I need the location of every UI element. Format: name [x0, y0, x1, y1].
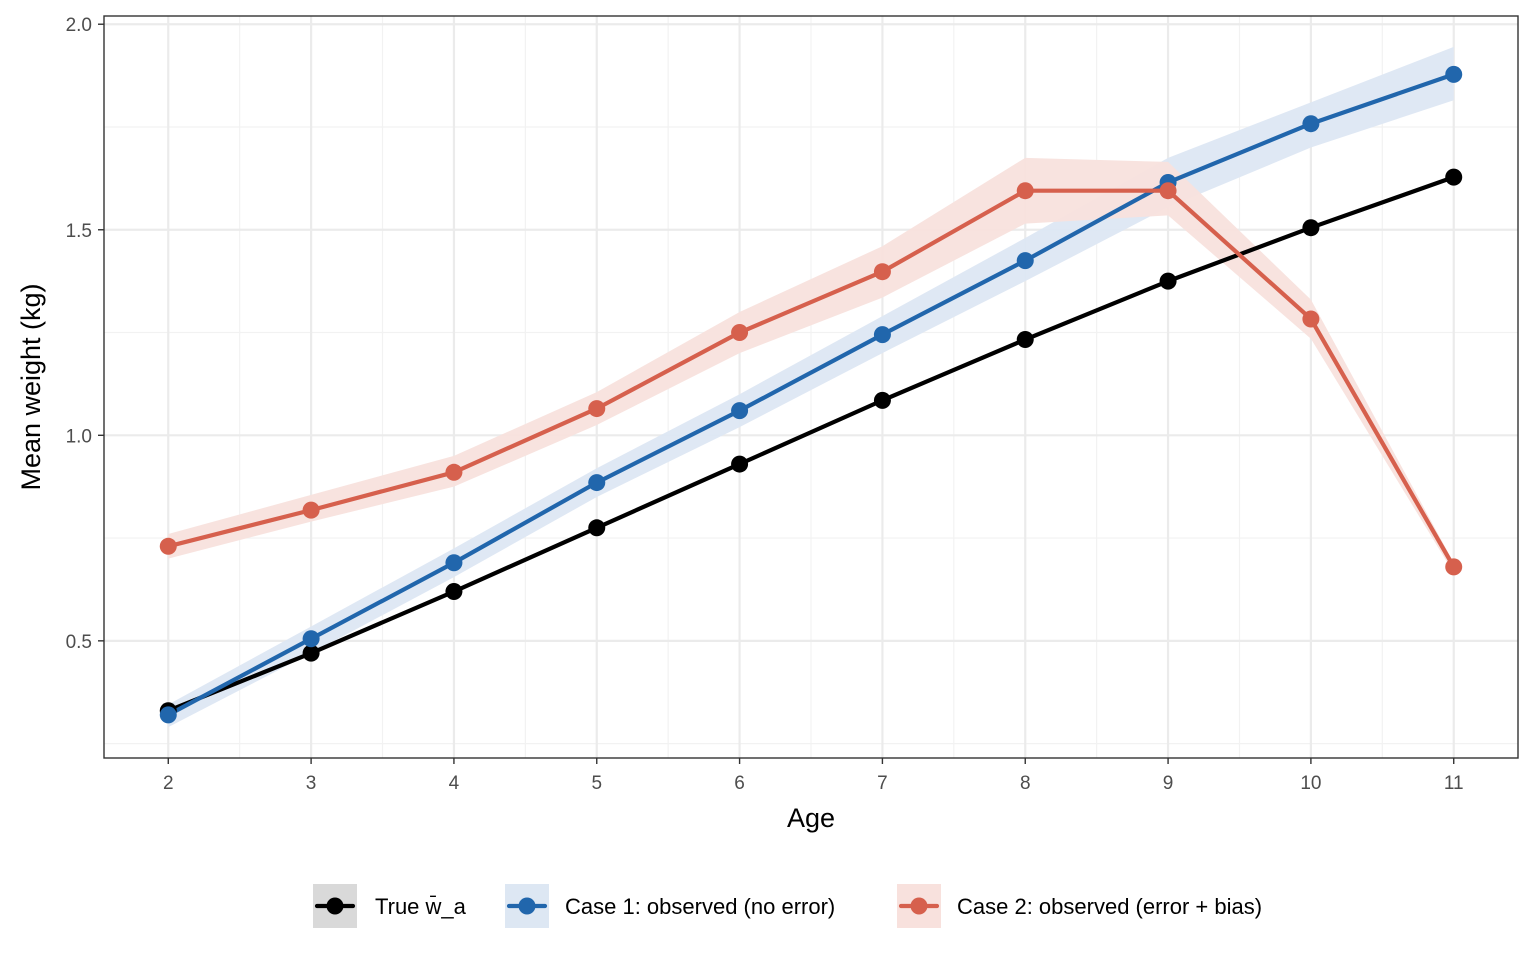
x-tick-label: 7 [877, 773, 888, 794]
x-axis-title: Age [787, 803, 835, 833]
grid-minor [104, 16, 1518, 758]
panel-border [103, 15, 1519, 759]
series-lines [166, 72, 1456, 717]
x-tick-label: 10 [1300, 773, 1321, 794]
series-2-point [159, 706, 177, 724]
series-2-point [1302, 115, 1320, 133]
x-tick-label: 4 [449, 773, 460, 794]
series-2-point [1445, 65, 1463, 83]
series-2-point [445, 554, 463, 572]
legend-label-2: Case 1: observed (no error) [565, 894, 835, 919]
legend-label-1: True w̄_a [375, 894, 467, 919]
y-tick-label: 2.0 [66, 15, 92, 36]
series-3-point [588, 400, 606, 418]
series-2-point [588, 474, 606, 492]
series-3-point [1445, 558, 1463, 576]
y-tick-label: 0.5 [66, 632, 92, 653]
x-tick-label: 3 [306, 773, 317, 794]
series-2-point [302, 630, 320, 648]
legend-key-case-1-observed-no-error-point [518, 897, 536, 915]
series-2-point [1016, 252, 1034, 270]
x-axis-ticks: 2 3 4 5 6 7 8 9 10 11 [163, 758, 1464, 794]
series-1-point [731, 455, 749, 473]
legend-label-3: Case 2: observed (error + bias) [957, 894, 1262, 919]
legend-key-case-2-observed-error-bias-point [910, 897, 928, 915]
series-1-point [1159, 272, 1177, 290]
series-3-band [168, 157, 1454, 574]
series-3-point [1302, 310, 1320, 328]
x-tick-label: 6 [734, 773, 745, 794]
confidence-bands [168, 46, 1454, 728]
series-2-line [166, 72, 1456, 717]
series-3-point [445, 463, 463, 481]
x-tick-label: 11 [1444, 773, 1464, 794]
series-3-line [166, 188, 1456, 569]
legend-key-true-w-a-point [326, 897, 344, 915]
series-3-point [1016, 182, 1034, 200]
series-1-point [588, 519, 606, 537]
x-tick-label: 8 [1020, 773, 1031, 794]
series-1-point [445, 583, 463, 601]
series-3-point [731, 324, 749, 342]
x-tick-label: 9 [1163, 773, 1174, 794]
y-tick-label: 1.0 [66, 426, 92, 447]
x-tick-label: 2 [163, 773, 174, 794]
series-points [159, 65, 1463, 724]
series-3-point [873, 263, 891, 281]
y-axis-title: Mean weight (kg) [16, 283, 46, 490]
series-2-point [873, 326, 891, 344]
series-1-point [1445, 168, 1463, 186]
series-3-point [1159, 182, 1177, 200]
series-3-point [159, 537, 177, 555]
y-tick-label: 1.5 [66, 221, 92, 242]
series-2-point [731, 402, 749, 420]
y-axis-ticks: 0.5 1.0 1.5 2.0 [66, 15, 104, 653]
series-1-point [302, 644, 320, 662]
series-1-point [1302, 219, 1320, 237]
series-3-point [302, 501, 320, 519]
x-tick-label: 5 [591, 773, 602, 794]
series-1-point [873, 391, 891, 409]
series-1-point [1016, 331, 1034, 349]
legend: True w̄_a Case 1: observed (no error) Case… [313, 884, 1262, 928]
